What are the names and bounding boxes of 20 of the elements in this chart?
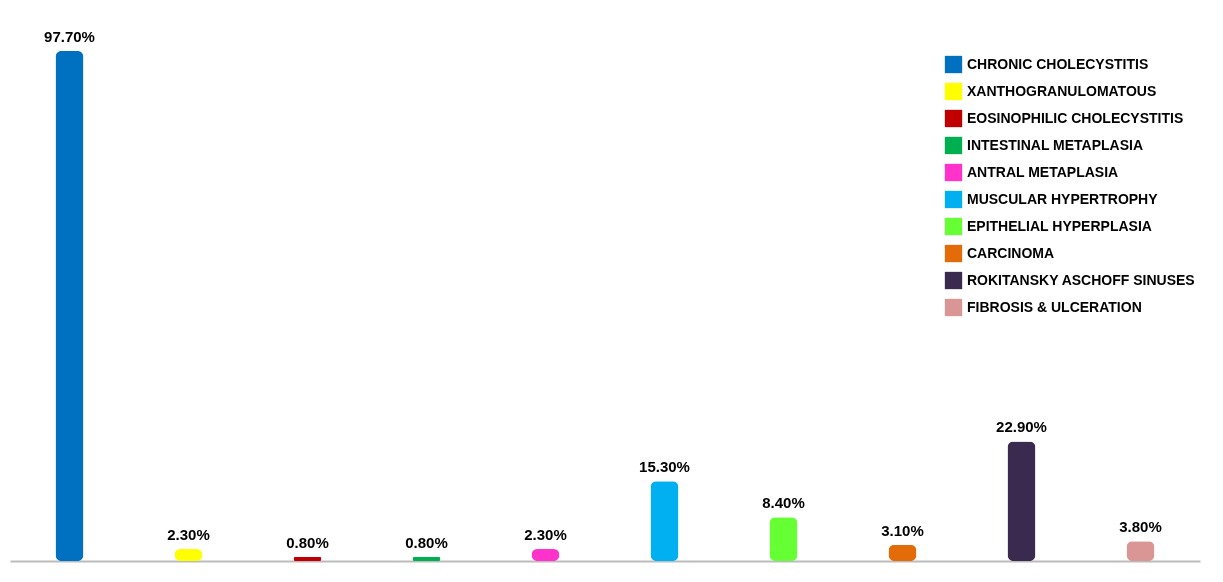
legend-label: INTESTINAL METAPLASIA <box>967 136 1144 153</box>
legend-label: CARCINOMA <box>967 244 1055 261</box>
data-label: 2.30% <box>524 525 567 543</box>
legend-label: EOSINOPHILIC CHOLECYSTITIS <box>967 109 1184 126</box>
data-label: 0.80% <box>286 533 329 551</box>
legend-label: ROKITANSKY ASCHOFF SINUSES <box>967 271 1195 288</box>
data-label: 15.30% <box>639 458 690 476</box>
data-label: 0.80% <box>405 533 448 551</box>
legend-label: XANTHOGRANULOMATOUS <box>967 82 1157 99</box>
data-label: 8.40% <box>762 494 805 512</box>
legend-label: MUSCULAR HYPERTROPHY <box>967 190 1159 207</box>
legend-label: ANTRAL METAPLASIA <box>967 163 1119 180</box>
data-label: 97.70% <box>44 28 95 45</box>
data-label: 3.10% <box>881 521 924 539</box>
data-label: 3.80% <box>1119 518 1162 536</box>
legend-label: CHRONIC CHOLECYSTITIS <box>967 55 1149 72</box>
data-label: 22.90% <box>996 418 1047 436</box>
legend-label: FIBROSIS & ULCERATION <box>967 298 1142 315</box>
data-label: 2.30% <box>167 525 210 543</box>
legend-label: EPITHELIAL HYPERPLASIA <box>967 217 1152 234</box>
